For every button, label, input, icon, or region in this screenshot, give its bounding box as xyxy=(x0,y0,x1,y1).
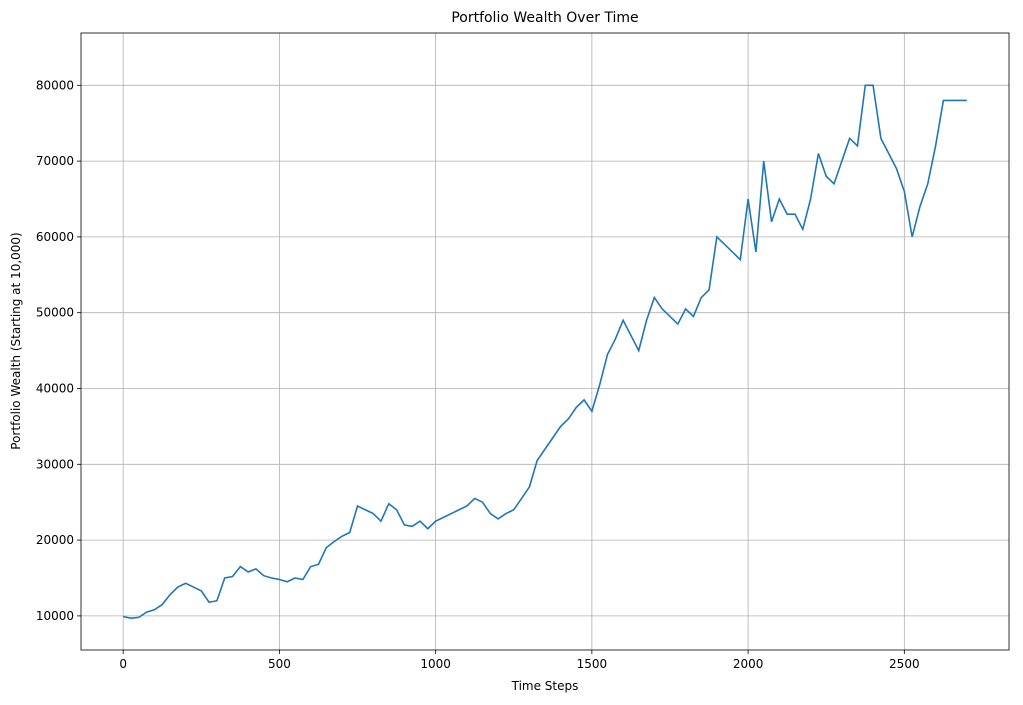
y-tick-label: 50000 xyxy=(36,306,74,320)
x-axis-label: Time Steps xyxy=(511,679,579,693)
y-tick-label: 80000 xyxy=(36,78,74,92)
line xyxy=(123,84,967,619)
y-tick-label: 20000 xyxy=(36,533,74,547)
x-tick-label: 2000 xyxy=(733,657,764,671)
chart-title: Portfolio Wealth Over Time xyxy=(451,10,638,26)
x-tick-label: 1500 xyxy=(577,657,608,671)
y-tick-label: 40000 xyxy=(36,381,74,395)
x-tick-label: 0 xyxy=(119,657,127,671)
x-tick-label: 1000 xyxy=(420,657,451,671)
plot-frame xyxy=(80,32,1010,651)
y-axis-label: Portfolio Wealth (Starting at 10,000) xyxy=(9,232,23,449)
y-tick-label: 30000 xyxy=(36,457,74,471)
y-tick-label: 10000 xyxy=(36,609,74,623)
y-tick-label: 70000 xyxy=(36,154,74,168)
x-tick-label: 500 xyxy=(268,657,291,671)
y-tick-label: 60000 xyxy=(36,230,74,244)
x-tick-label: 2500 xyxy=(889,657,920,671)
